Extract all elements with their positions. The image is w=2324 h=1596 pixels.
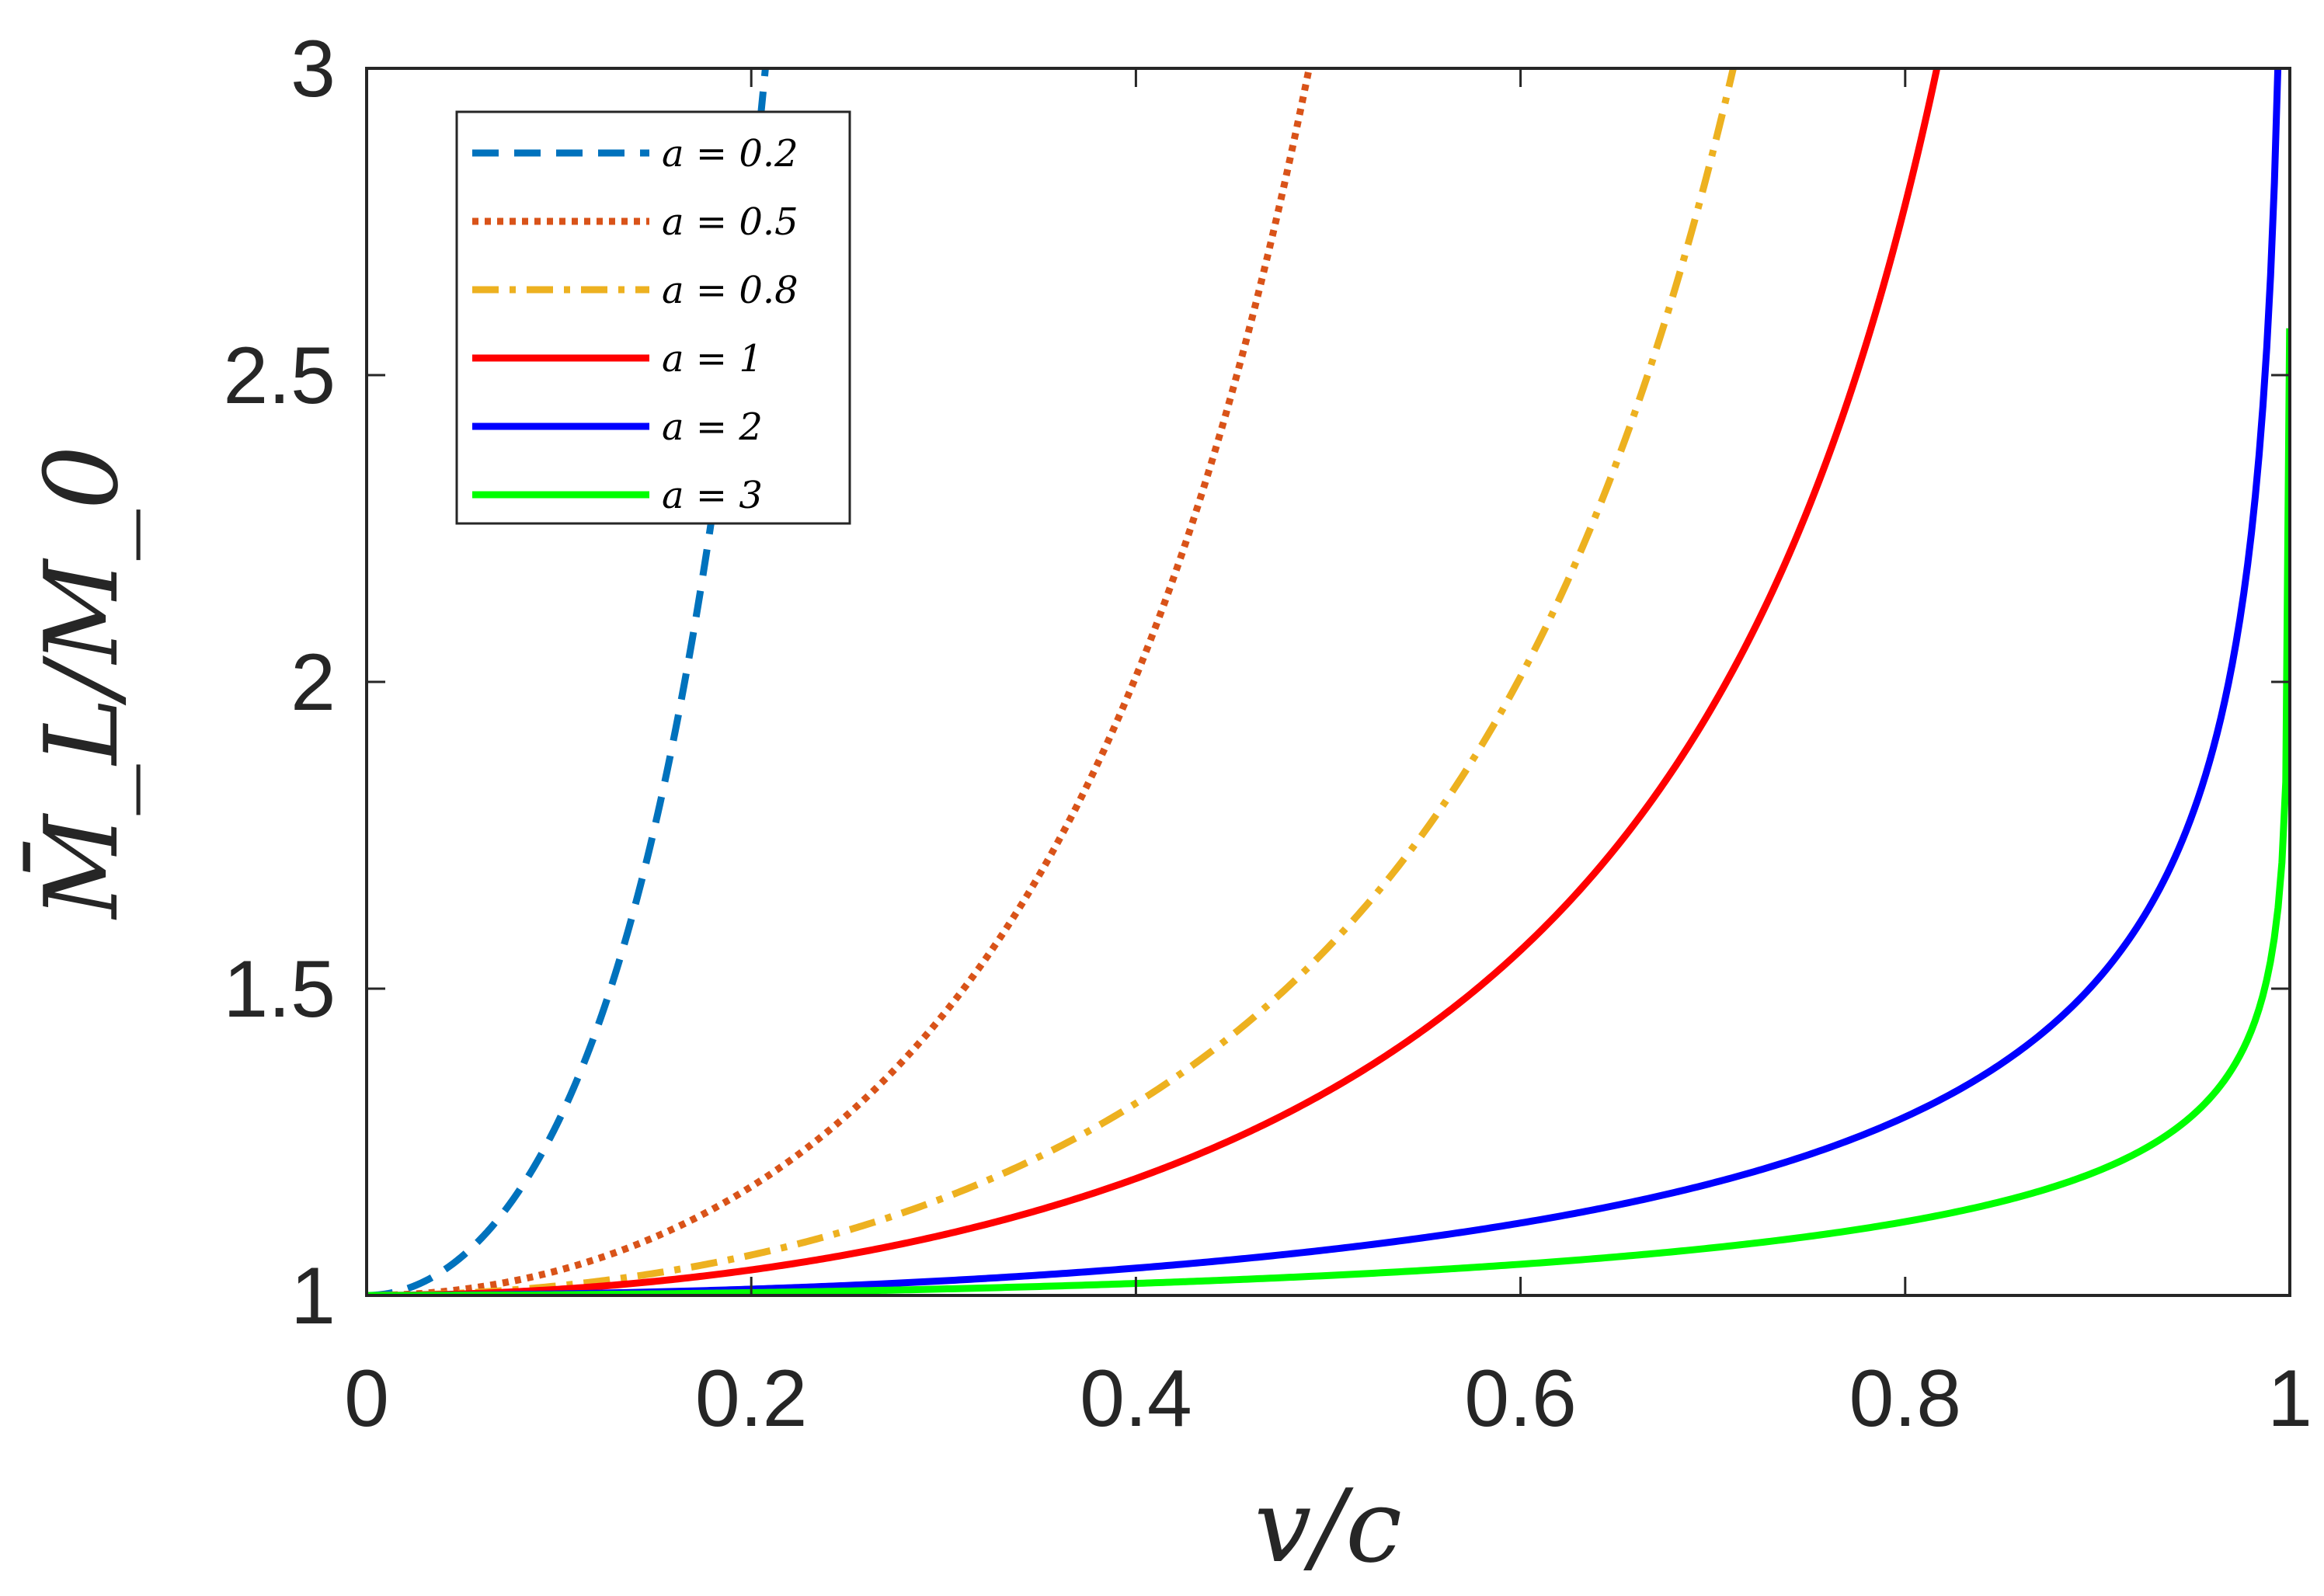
legend-entry-1: a = 0.2 — [472, 132, 798, 176]
series-line-6 — [367, 328, 2290, 1295]
legend-label: a = 3 — [662, 474, 763, 517]
y-tick-label: 2 — [290, 638, 336, 728]
legend-entry-6: a = 3 — [472, 474, 763, 517]
legend-entry-2: a = 0.5 — [472, 200, 798, 244]
x-tick-label: 0.8 — [1849, 1354, 1962, 1444]
y-tick-label: 1 — [290, 1251, 336, 1341]
legend-label: a = 2 — [662, 405, 763, 449]
legend-label: a = 0.5 — [662, 200, 798, 244]
legend: a = 0.2 a = 0.5 a = 0.8 a = 1 a = 2 a = 3 — [455, 110, 851, 525]
legend-entry-4: a = 1 — [472, 337, 763, 381]
legend-label: a = 1 — [662, 337, 763, 381]
y-tick-label: 2.5 — [223, 331, 336, 421]
legend-label: a = 0.2 — [662, 132, 798, 176]
series-line-4 — [367, 68, 1941, 1295]
legend-entry-5: a = 2 — [472, 405, 763, 449]
x-tick-label: 0 — [344, 1354, 389, 1444]
x-axis-label: v/c — [1254, 1467, 1402, 1585]
series-line-3 — [367, 68, 1738, 1295]
y-axis-label: M̄_L/M_0 — [23, 445, 141, 920]
x-tick-label: 0.4 — [1080, 1354, 1192, 1444]
series-layer — [367, 68, 2290, 1295]
x-tick-label: 0.2 — [695, 1354, 808, 1444]
x-tick-label: 0.6 — [1464, 1354, 1577, 1444]
legend-label: a = 0.8 — [662, 269, 798, 312]
legend-entry-3: a = 0.8 — [472, 269, 798, 312]
series-line-1 — [367, 68, 769, 1295]
x-tick-label: 1 — [2267, 1354, 2312, 1444]
legend-box — [455, 110, 851, 525]
series-line-2 — [367, 68, 1313, 1295]
y-tick-label: 3 — [290, 24, 336, 114]
ticks-layer: 0 0.2 0.4 0.6 0.8 1 1 1.5 2 2.5 3 — [223, 24, 2312, 1444]
y-tick-label: 1.5 — [223, 944, 336, 1034]
